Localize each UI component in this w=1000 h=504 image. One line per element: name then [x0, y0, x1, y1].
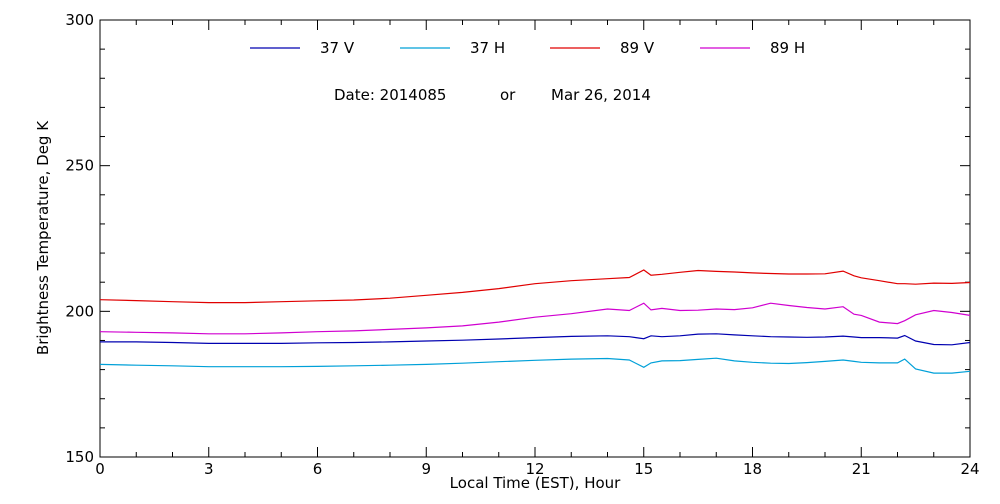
series-line-37-h	[99, 357, 971, 374]
x-tick-label: 24	[960, 460, 979, 478]
axis-ticks	[99, 19, 971, 458]
x-tick-label: 12	[525, 460, 544, 478]
y-axis-title: Brightness Temperature, Deg K	[34, 120, 52, 355]
or-label: or	[500, 86, 516, 104]
x-tick-label: 3	[204, 460, 214, 478]
legend-label: 89 H	[770, 39, 805, 57]
legend-label: 37 H	[470, 39, 505, 57]
series-line-37-v	[100, 333, 971, 346]
date-text: Mar 26, 2014	[551, 86, 651, 104]
x-tick-label: 15	[634, 460, 653, 478]
x-tick-label: 6	[313, 460, 323, 478]
y-tick-label: 300	[65, 11, 94, 29]
x-tick-label: 18	[743, 460, 762, 478]
date-label: Date: 2014085	[334, 86, 446, 104]
series-line-89-h	[99, 302, 971, 335]
x-tick-label: 0	[95, 460, 105, 478]
axis-tick-labels: 0 3 6 9 12 15 18 21 24 150 200 250 300	[65, 11, 979, 478]
x-tick-label: 21	[852, 460, 871, 478]
plot-frame	[99, 19, 971, 458]
x-tick-label: 9	[421, 460, 431, 478]
legend-label: 37 V	[320, 39, 355, 57]
y-tick-label: 200	[65, 302, 94, 320]
series-lines	[99, 269, 971, 374]
y-tick-label: 150	[65, 448, 94, 466]
x-axis-title: Local Time (EST), Hour	[450, 474, 621, 492]
legend-label: 89 V	[620, 39, 655, 57]
y-tick-label: 250	[65, 157, 94, 175]
legend: 37 V 37 H 89 V 89 H	[250, 39, 805, 57]
series-line-89-v	[99, 269, 971, 304]
